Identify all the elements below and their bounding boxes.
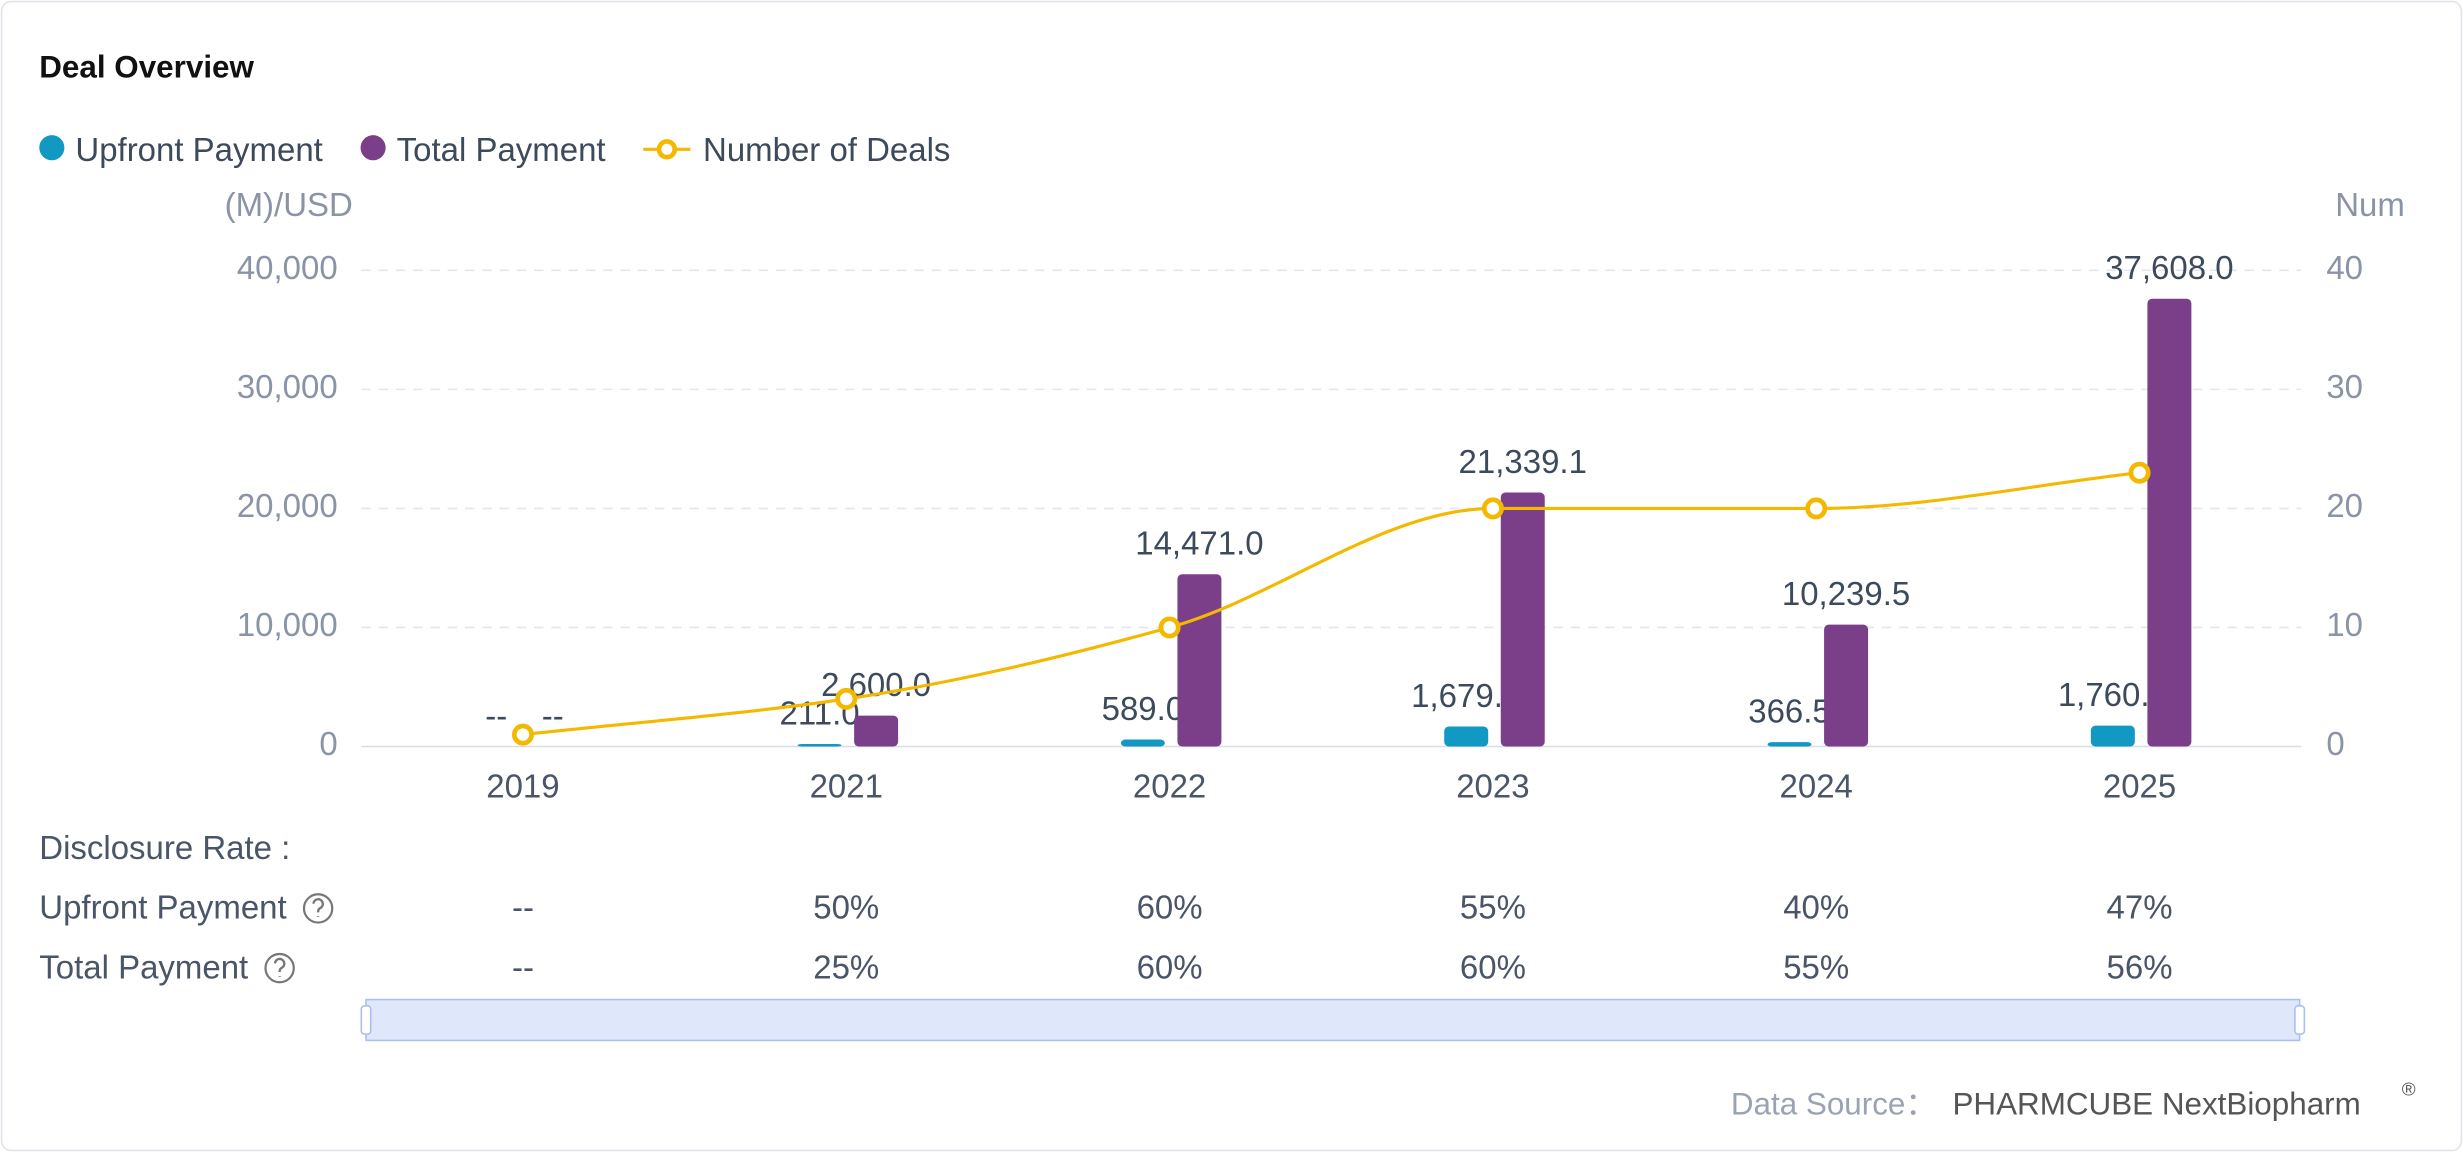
- x-tick-label: 2021: [810, 768, 883, 805]
- table-cell: 60%: [1137, 948, 1203, 985]
- y2-tick-label: 30: [2326, 368, 2363, 405]
- help-icon-glyph: [312, 898, 324, 918]
- table-cell: 25%: [813, 948, 879, 985]
- y-axis-title: (M)/USD: [225, 186, 353, 223]
- source-name: PHARMCUBE NextBiopharm: [1952, 1087, 2360, 1122]
- bar: [1177, 574, 1222, 747]
- table-cell: --: [512, 889, 534, 926]
- zoom-handle[interactable]: [2294, 1005, 2306, 1035]
- y-tick-label: 10,000: [237, 606, 338, 643]
- source-mark: ®: [2402, 1079, 2416, 1100]
- source-label: Data Source：: [1731, 1087, 1937, 1122]
- bar: [797, 744, 842, 747]
- legend-label[interactable]: Upfront Payment: [75, 131, 322, 168]
- bar: [1767, 742, 1812, 747]
- line-point: [835, 687, 858, 710]
- x-tick-label: 2023: [1456, 768, 1529, 805]
- value-label: 10,239.5: [1782, 575, 1910, 612]
- line-point: [1805, 497, 1828, 520]
- legend-label[interactable]: Number of Deals: [703, 131, 950, 168]
- value-label: --: [542, 697, 564, 734]
- chart-title: Deal Overview: [39, 49, 254, 84]
- bar: [1824, 624, 1869, 747]
- bar: [2090, 725, 2135, 747]
- line-point: [1158, 616, 1181, 639]
- bar: [1120, 739, 1165, 747]
- line-point: [1481, 497, 1504, 520]
- y-tick-label: 40,000: [237, 249, 338, 286]
- y-tick-label: 30,000: [237, 368, 338, 405]
- zoom-handle[interactable]: [360, 1005, 372, 1035]
- table-cell: --: [512, 948, 534, 985]
- bar: [1500, 492, 1545, 747]
- table-cell: 60%: [1460, 948, 1526, 985]
- y2-tick-label: 0: [2326, 725, 2344, 762]
- table-cell: 50%: [813, 889, 879, 926]
- table-cell: 56%: [2107, 948, 2173, 985]
- table-cell: 60%: [1137, 889, 1203, 926]
- disclosure-title: Disclosure Rate :: [39, 829, 290, 866]
- table-cell: 55%: [1460, 889, 1526, 926]
- line-point: [511, 723, 534, 746]
- y2-tick-label: 40: [2326, 249, 2363, 286]
- legend-symbol: [39, 135, 65, 161]
- legend-symbol: [656, 139, 678, 160]
- bar: [2147, 298, 2192, 747]
- data-zoom[interactable]: [365, 998, 2301, 1042]
- table-cell: 55%: [1783, 948, 1849, 985]
- value-label: --: [485, 697, 507, 734]
- row-label: Total Payment: [39, 948, 248, 985]
- x-tick-label: 2022: [1133, 768, 1206, 805]
- value-label: 589.0: [1102, 690, 1185, 727]
- legend-label[interactable]: Total Payment: [397, 131, 606, 168]
- help-icon: [264, 952, 295, 984]
- x-tick-label: 2019: [486, 768, 559, 805]
- y2-tick-label: 20: [2326, 487, 2363, 524]
- line: [522, 471, 2140, 737]
- line-point: [2128, 461, 2151, 484]
- help-icon: [302, 893, 334, 924]
- y-tick-label: 0: [319, 725, 337, 762]
- table-cell: 47%: [2107, 889, 2173, 926]
- bar: [1444, 726, 1489, 747]
- help-icon-glyph: [273, 957, 286, 977]
- y2-axis-title: Num: [2335, 186, 2405, 223]
- value-label: 21,339.1: [1459, 443, 1587, 480]
- x-tick-label: 2024: [1780, 768, 1853, 805]
- value-label: 366.5: [1748, 693, 1831, 730]
- value-label: 37,608.0: [2105, 249, 2233, 286]
- y2-tick-label: 10: [2326, 606, 2363, 643]
- value-label: 14,471.0: [1135, 525, 1263, 562]
- x-tick-label: 2025: [2103, 768, 2176, 805]
- row-label: Upfront Payment: [39, 889, 286, 926]
- table-cell: 40%: [1783, 889, 1849, 926]
- y-tick-label: 20,000: [237, 487, 338, 524]
- bar: [854, 715, 899, 747]
- legend-symbol: [360, 135, 386, 161]
